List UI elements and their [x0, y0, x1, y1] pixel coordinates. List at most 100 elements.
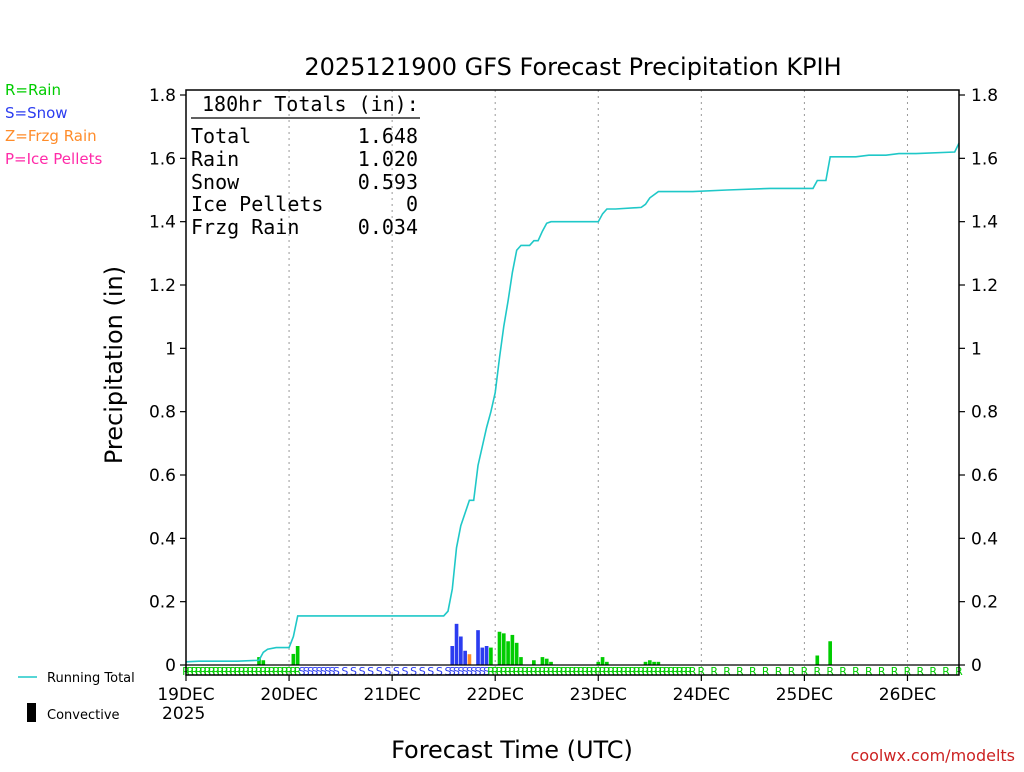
ptype-marker-S: S [311, 665, 318, 678]
ptype-marker-R: R [517, 665, 525, 678]
ptype-marker-S: S [307, 665, 314, 678]
legend-ice-pellets: P=Ice Pellets [5, 150, 102, 168]
legend-snow: S=Snow [5, 104, 68, 122]
ptype-marker-R: R [543, 665, 551, 678]
ptype-marker-R: R [547, 665, 555, 678]
ptype-marker-R: R [500, 665, 508, 678]
precip-bars [257, 623, 832, 665]
ptype-marker-S: S [419, 665, 426, 678]
totals-value-ice-pellets: 0 [406, 192, 418, 216]
precip-bar-R [815, 655, 820, 665]
ptype-marker-R: R [689, 665, 697, 678]
ptype-marker-R: R [530, 665, 538, 678]
ptype-marker-S: S [350, 665, 357, 678]
totals-label-snow: Snow [191, 170, 240, 194]
totals-value-snow: 0.593 [358, 170, 418, 194]
ptype-marker-R: R [204, 665, 212, 678]
ptype-marker-R: R [534, 665, 542, 678]
ptype-marker-R: R [723, 665, 731, 678]
precip-bar-Z [467, 654, 472, 665]
ptype-marker-S: S [453, 665, 460, 678]
ptype-marker-R: R [225, 665, 233, 678]
ptype-marker-S: S [462, 665, 469, 678]
ptype-marker-R: R [212, 665, 220, 678]
ptype-marker-S: S [470, 665, 477, 678]
ptype-marker-R: R [242, 665, 250, 678]
ptype-marker-R: R [813, 665, 821, 678]
precip-bar-R [519, 657, 523, 665]
ptype-marker-R: R [710, 665, 718, 678]
ptype-marker-R: R [637, 665, 645, 678]
y-tick-label-right: 1.4 [971, 213, 998, 233]
precip-bar-R [489, 647, 493, 665]
ptype-marker-R: R [221, 665, 229, 678]
ptype-marker-R: R [487, 665, 495, 678]
ptype-marker-R: R [294, 665, 302, 678]
ptype-marker-R: R [217, 665, 225, 678]
y-tick-label-left: 1.6 [149, 149, 176, 169]
ptype-marker-S: S [466, 665, 473, 678]
ptype-marker-R: R [290, 665, 298, 678]
legend-rain: R=Rain [5, 81, 61, 99]
ptype-marker-S: S [457, 665, 464, 678]
y-tick-label-left: 1.8 [149, 86, 176, 106]
ptype-marker-S: S [316, 665, 323, 678]
ptype-marker-R: R [496, 665, 504, 678]
ptype-marker-R: R [917, 665, 925, 678]
ptype-marker-S: S [483, 665, 490, 678]
precip-bar-R [605, 661, 609, 665]
precip-bar-R [549, 661, 553, 665]
y-tick-label-left: 0.2 [149, 593, 176, 613]
ptype-marker-R: R [624, 665, 632, 678]
year-label: 2025 [162, 704, 205, 724]
ptype-marker-R: R [259, 665, 267, 678]
ptype-marker-R: R [509, 665, 517, 678]
y-tick-label-left: 1.2 [149, 276, 176, 296]
ptype-marker-S: S [444, 665, 451, 678]
ptype-marker-R: R [612, 665, 620, 678]
ptype-marker-S: S [367, 665, 374, 678]
y-tick-label-right: 0.2 [971, 593, 998, 613]
ptype-marker-R: R [277, 665, 285, 678]
precip-bar-S [454, 623, 459, 665]
precip-bar-R [510, 634, 515, 665]
ptype-marker-R: R [655, 665, 663, 678]
x-tick-label: 26DEC [879, 685, 936, 705]
ptype-marker-R: R [620, 665, 628, 678]
precip-type-legend: R=Rain S=Snow Z=Frzg Rain P=Ice Pellets [5, 81, 102, 168]
y-tick-label-left: 0.6 [149, 466, 176, 486]
series-legend: Running Total Convective [18, 671, 135, 723]
y-tick-label-right: 0.6 [971, 466, 998, 486]
precip-bar-R [540, 657, 545, 665]
ptype-marker-R: R [642, 665, 650, 678]
precip-bar-R [506, 641, 510, 665]
ptype-marker-R: R [569, 665, 577, 678]
precip-bar-S [459, 636, 463, 665]
y-tick-label-left: 1.4 [149, 213, 176, 233]
precip-bar-R [544, 658, 549, 665]
precip-bar-R [261, 660, 266, 665]
totals-label-total: Total [191, 124, 251, 148]
precip-bar-R [643, 661, 648, 665]
ptype-marker-R: R [208, 665, 216, 678]
ptype-marker-R: R [590, 665, 598, 678]
y-tick-label-left: 0.8 [149, 403, 176, 423]
credit-link[interactable]: coolwx.com/modelts [851, 746, 1015, 765]
ptype-marker-S: S [479, 665, 486, 678]
x-tick-label: 23DEC [570, 685, 627, 705]
totals-heading: 180hr Totals (in): [202, 92, 419, 116]
ptype-marker-R: R [251, 665, 259, 678]
ptype-marker-R: R [646, 665, 654, 678]
precip-bar-R [656, 661, 661, 665]
running-total-series [185, 142, 960, 663]
ptype-marker-R: R [586, 665, 594, 678]
ptype-marker-R: R [680, 665, 688, 678]
ptype-marker-R: R [698, 665, 706, 678]
ptype-marker-S: S [320, 665, 327, 678]
ptype-marker-R: R [577, 665, 585, 678]
ptype-marker-R: R [186, 665, 194, 678]
precip-bar-R [596, 661, 601, 665]
running-total-line [185, 142, 960, 663]
ptype-marker-S: S [329, 665, 336, 678]
ptype-marker-R: R [195, 665, 203, 678]
